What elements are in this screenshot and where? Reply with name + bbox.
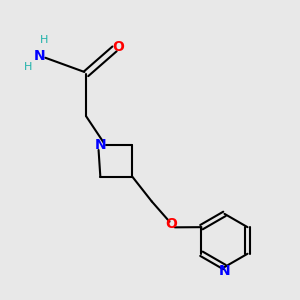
Text: O: O — [112, 40, 124, 54]
Text: H: H — [23, 61, 32, 72]
Text: H: H — [39, 35, 48, 45]
Text: O: O — [165, 218, 177, 232]
Text: N: N — [219, 264, 230, 278]
Text: N: N — [34, 49, 46, 63]
Text: N: N — [94, 138, 106, 152]
